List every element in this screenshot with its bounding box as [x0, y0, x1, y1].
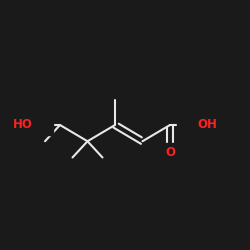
Bar: [12, 116, 53, 134]
Bar: [149, 143, 191, 162]
Text: O: O: [165, 146, 175, 159]
Text: HO: HO: [12, 118, 32, 132]
Bar: [176, 116, 218, 134]
Text: OH: OH: [198, 118, 218, 132]
